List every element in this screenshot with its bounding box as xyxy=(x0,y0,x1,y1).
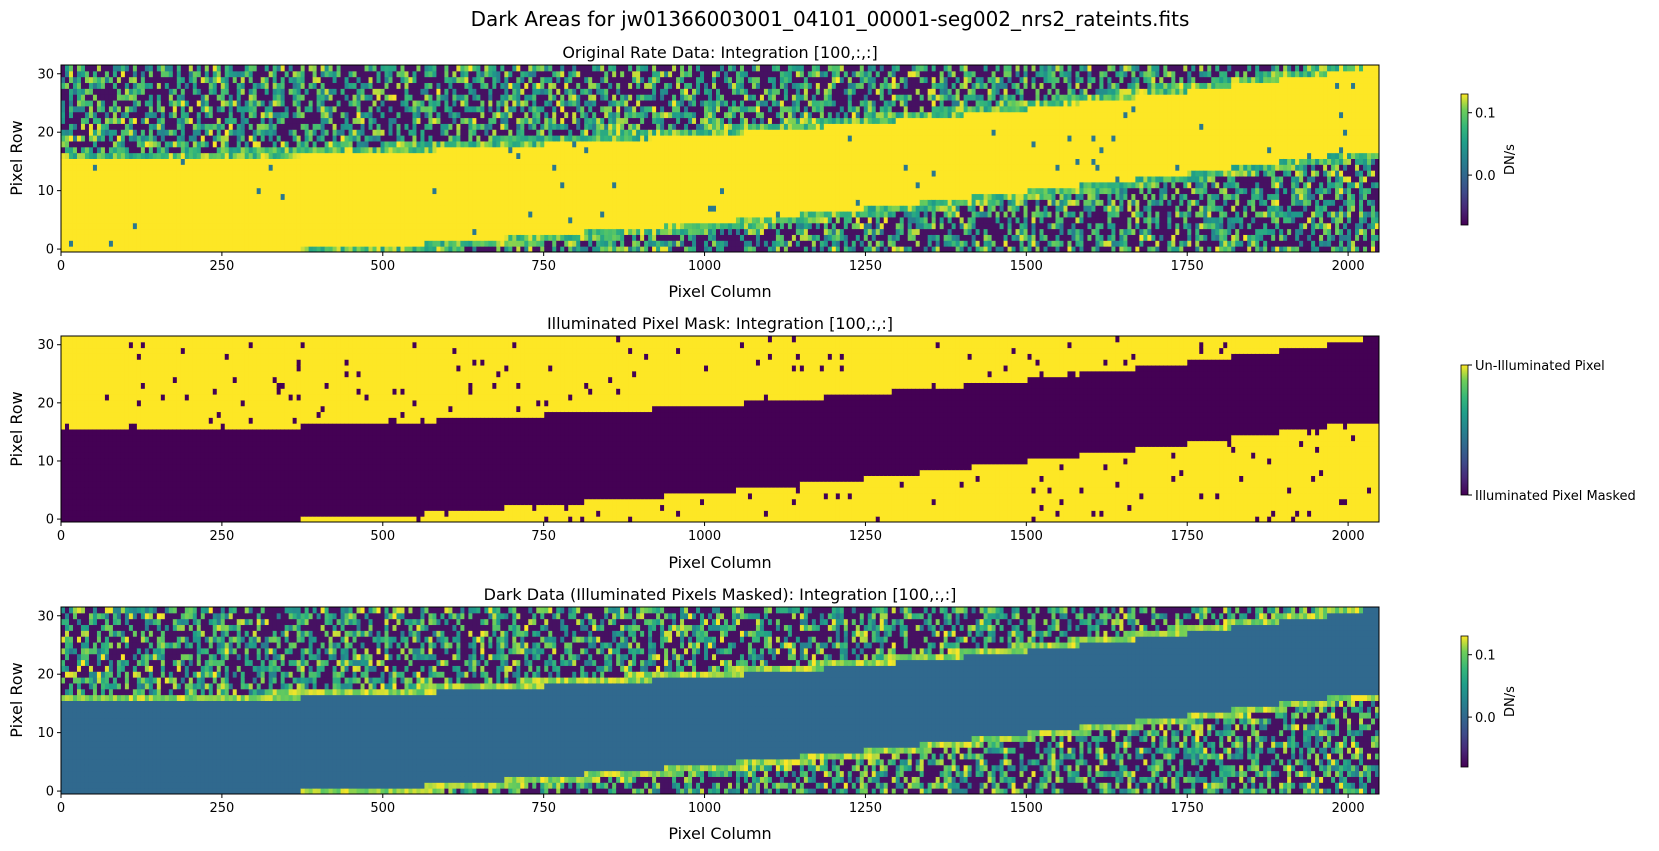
colorbar-label: DN/s xyxy=(1503,144,1518,175)
figure-title: Dark Areas for jw01366003001_04101_00001… xyxy=(471,7,1190,31)
x-tick-label: 500 xyxy=(370,529,395,544)
x-tick-label: 2000 xyxy=(1332,801,1365,816)
dark-panel-title: Dark Data (Illuminated Pixels Masked): I… xyxy=(484,585,957,604)
rate-x-axis: 0 250 500 750 1000 1250 1500 1750 2000 xyxy=(57,252,1365,274)
x-tick-label: 500 xyxy=(370,259,395,274)
y-tick-label: 10 xyxy=(37,184,54,199)
mask-x-axis: 0 250 500 750 1000 1250 1500 1750 2000 xyxy=(57,522,1365,544)
mask-y-label: Pixel Row xyxy=(7,391,26,466)
dark-axes-frame xyxy=(60,606,1380,795)
dark-y-label: Pixel Row xyxy=(7,662,26,737)
x-tick-label: 250 xyxy=(209,259,234,274)
colorbar-tick-label: 0.1 xyxy=(1475,107,1496,122)
x-tick-label: 0 xyxy=(57,529,65,544)
y-tick-label: 30 xyxy=(37,609,54,624)
y-tick-label: 30 xyxy=(37,67,54,82)
y-tick-label: 20 xyxy=(37,668,54,683)
rate-axes-frame xyxy=(60,64,1380,253)
x-tick-label: 1000 xyxy=(688,801,721,816)
x-tick-label: 2000 xyxy=(1332,259,1365,274)
x-tick-label: 1750 xyxy=(1171,529,1204,544)
y-tick-label: 20 xyxy=(37,396,54,411)
mask-colorbar: Un-Illuminated Pixel Illuminated Pixel Ma… xyxy=(1460,359,1636,504)
y-tick-label: 20 xyxy=(37,126,54,141)
dark-panel: Dark Data (Illuminated Pixels Masked): I… xyxy=(7,585,1518,843)
x-tick-label: 250 xyxy=(209,529,234,544)
colorbar-tick-label: 0.0 xyxy=(1475,711,1496,726)
y-tick-label: 10 xyxy=(37,726,54,741)
mask-heatmap xyxy=(61,336,1380,523)
x-tick-label: 750 xyxy=(531,259,556,274)
mask-panel-title: Illuminated Pixel Mask: Integration [100… xyxy=(547,314,893,333)
x-tick-label: 750 xyxy=(531,529,556,544)
colorbar-tick-label: Un-Illuminated Pixel xyxy=(1475,359,1605,374)
x-tick-label: 1500 xyxy=(1010,529,1043,544)
colorbar-tick-label: 0.0 xyxy=(1475,169,1496,184)
x-tick-label: 1250 xyxy=(849,529,882,544)
y-tick-label: 0 xyxy=(46,243,54,258)
colorbar-gradient xyxy=(1460,93,1469,226)
x-tick-label: 1000 xyxy=(688,529,721,544)
colorbar-label: DN/s xyxy=(1503,686,1518,717)
x-tick-label: 250 xyxy=(209,801,234,816)
rate-colorbar: 0.0 0.1 DN/s xyxy=(1460,93,1518,226)
x-tick-label: 500 xyxy=(370,801,395,816)
x-tick-label: 1750 xyxy=(1171,259,1204,274)
rate-heatmap xyxy=(61,65,1380,253)
colorbar-gradient xyxy=(1460,364,1469,496)
y-tick-label: 30 xyxy=(37,338,54,353)
x-tick-label: 1500 xyxy=(1010,259,1043,274)
rate-panel: Original Rate Data: Integration [100,:,:… xyxy=(7,43,1518,301)
colorbar-tick-label: 0.1 xyxy=(1475,649,1496,664)
x-tick-label: 1250 xyxy=(849,259,882,274)
y-tick-label: 0 xyxy=(46,513,54,528)
y-tick-label: 10 xyxy=(37,454,54,469)
dark-y-axis: 0 10 20 30 xyxy=(37,609,61,800)
x-tick-label: 1500 xyxy=(1010,801,1043,816)
x-tick-label: 2000 xyxy=(1332,529,1365,544)
mask-panel: Illuminated Pixel Mask: Integration [100… xyxy=(7,314,1636,572)
rate-x-label: Pixel Column xyxy=(668,282,771,301)
x-tick-label: 0 xyxy=(57,801,65,816)
colorbar-tick-label: Illuminated Pixel Masked xyxy=(1475,489,1636,504)
mask-axes-frame xyxy=(60,335,1380,523)
dark-colorbar: 0.0 0.1 DN/s xyxy=(1460,635,1518,768)
x-tick-label: 750 xyxy=(531,801,556,816)
dark-heatmap xyxy=(61,607,1380,795)
dark-x-axis: 0 250 500 750 1000 1250 1500 1750 2000 xyxy=(57,794,1365,816)
rate-panel-title: Original Rate Data: Integration [100,:,:… xyxy=(562,43,877,62)
dark-x-label: Pixel Column xyxy=(668,824,771,843)
colorbar-gradient xyxy=(1460,635,1469,768)
x-tick-label: 0 xyxy=(57,259,65,274)
mask-x-label: Pixel Column xyxy=(668,553,771,572)
x-tick-label: 1000 xyxy=(688,259,721,274)
x-tick-label: 1250 xyxy=(849,801,882,816)
rate-y-axis: 0 10 20 30 xyxy=(37,67,61,258)
x-tick-label: 1750 xyxy=(1171,801,1204,816)
mask-y-axis: 0 10 20 30 xyxy=(37,338,61,528)
rate-y-label: Pixel Row xyxy=(7,120,26,195)
y-tick-label: 0 xyxy=(46,785,54,800)
